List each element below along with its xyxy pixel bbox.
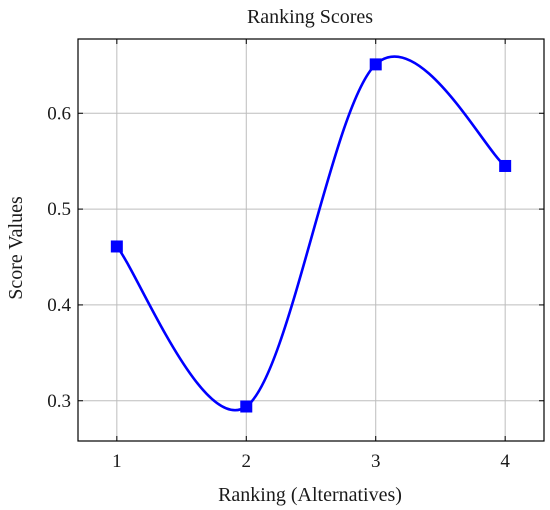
axis-ticks: 1 2 3 4 0.3 0.4 0.5 0.6 [47, 39, 544, 472]
series-layer [115, 55, 507, 412]
x-tick-label: 3 [371, 451, 381, 472]
grid-lines [78, 39, 544, 441]
y-tick-label: 0.4 [47, 295, 71, 316]
data-point-marker [240, 400, 253, 413]
marker-layer [110, 58, 512, 413]
y-tick-label: 0.3 [47, 391, 71, 412]
y-tick-label: 0.6 [47, 103, 71, 124]
data-point-marker [369, 58, 382, 71]
x-axis-label: Ranking (Alternatives) [218, 484, 402, 506]
y-axis-label: Score Values [5, 196, 27, 300]
data-point-marker [499, 159, 512, 172]
chart-title: Ranking Scores [247, 6, 373, 28]
x-tick-label: 4 [500, 451, 510, 472]
plot-area-frame [77, 38, 545, 442]
data-point-marker [110, 240, 123, 253]
y-tick-label: 0.5 [47, 199, 71, 220]
series-line [115, 55, 507, 412]
x-tick-label: 2 [242, 451, 252, 472]
x-tick-label: 1 [112, 451, 122, 472]
